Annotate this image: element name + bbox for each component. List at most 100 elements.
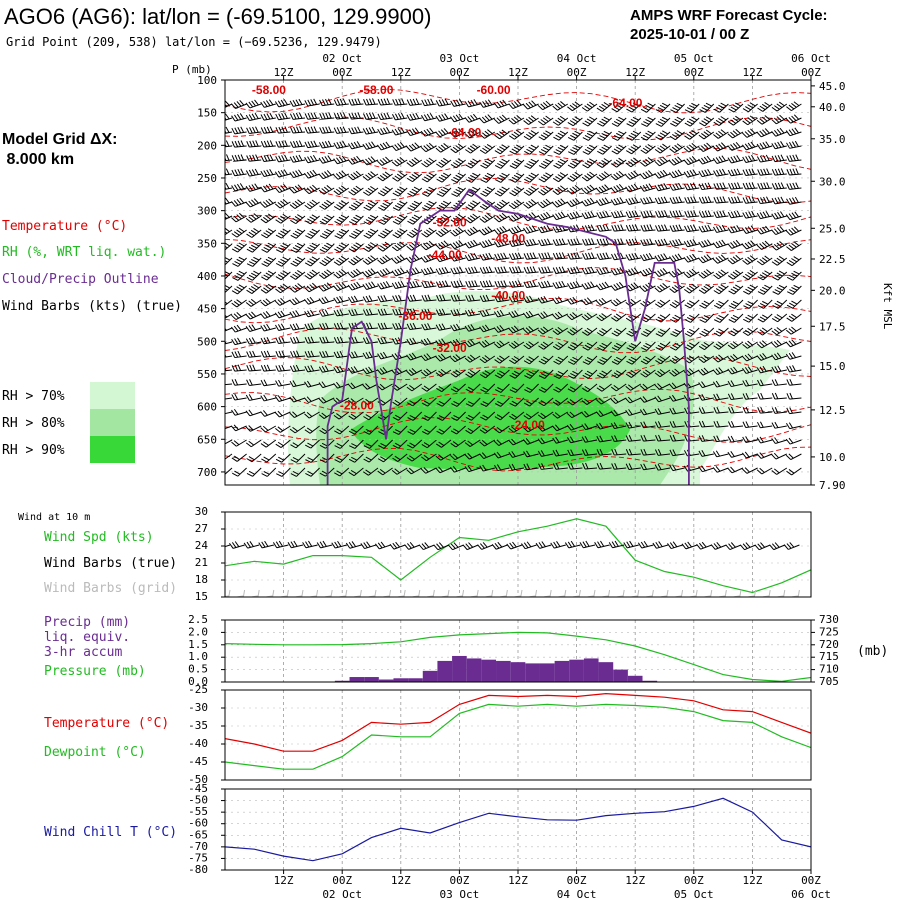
precip-bar xyxy=(364,677,379,682)
wind-barb xyxy=(260,140,276,148)
wind-barb xyxy=(274,297,291,306)
wind-barb xyxy=(289,364,306,373)
wind-barb xyxy=(422,411,437,421)
wind-barb xyxy=(508,199,525,210)
wind-barb xyxy=(640,252,656,262)
cross-section-panel: -58.00 -58.00 -60.00 -64.00 -64.00 -52.00 -48.… xyxy=(172,52,894,492)
wind-barb xyxy=(611,369,627,379)
wind-barb xyxy=(625,144,642,155)
wind-barb xyxy=(436,172,452,183)
wind-barb xyxy=(290,256,306,267)
wind-barb xyxy=(479,99,495,108)
wind-barb xyxy=(318,269,335,280)
wind-barb xyxy=(566,436,583,444)
wind-barb xyxy=(436,294,452,302)
wind-barb xyxy=(597,144,612,155)
wind-barb xyxy=(333,112,349,120)
wind-barb xyxy=(771,240,788,251)
wind-barb xyxy=(537,326,554,335)
wind-barb xyxy=(537,225,554,234)
wind-barb xyxy=(348,322,364,330)
wind-barb xyxy=(290,336,306,344)
wind-barb xyxy=(333,350,349,359)
wind-barb xyxy=(275,228,291,239)
wind-barb xyxy=(523,463,539,471)
wind-barb xyxy=(509,186,525,197)
temperature-contour-label: -36.00 xyxy=(398,309,432,323)
wind-barb xyxy=(582,144,598,155)
wind-barb xyxy=(523,411,539,420)
wind-barb xyxy=(582,383,598,393)
wind-barb xyxy=(420,353,437,362)
wind-barb xyxy=(698,155,714,165)
wind-barb xyxy=(289,297,306,306)
temperature-label: Temperature (°C) xyxy=(44,716,169,731)
wind-barb xyxy=(305,453,320,463)
wind-barb xyxy=(670,116,685,127)
wind-barb xyxy=(362,141,379,150)
y-tick-label: -70 xyxy=(188,840,208,853)
wind-barb xyxy=(275,126,291,134)
wind-barb xyxy=(567,171,583,182)
wind-barb-true xyxy=(360,541,377,550)
wind-barb xyxy=(654,299,671,308)
wind-barb xyxy=(538,341,554,350)
wind-barb xyxy=(347,281,364,291)
wind-barb xyxy=(537,411,554,420)
wind-barb xyxy=(261,453,277,463)
wind-barb xyxy=(480,172,496,183)
wind-barb xyxy=(508,225,525,235)
wind-barb xyxy=(274,198,291,209)
wind-barb xyxy=(275,112,291,121)
wind-barb xyxy=(275,270,291,281)
wind-barb xyxy=(669,355,685,364)
wind-barb xyxy=(596,369,612,379)
wind-barb xyxy=(698,435,714,442)
wind-barb xyxy=(464,324,481,332)
wind-barb xyxy=(260,198,277,208)
wind-barb xyxy=(610,197,627,206)
wind-barb xyxy=(363,228,379,239)
wind-barb xyxy=(290,467,306,477)
height-tick-label: 45.0 xyxy=(819,80,846,93)
wind-barb xyxy=(260,126,276,134)
wind-barb xyxy=(275,256,291,267)
wind-barb xyxy=(785,437,802,445)
wind-barb-true xyxy=(477,542,493,550)
wind-barb xyxy=(713,327,729,337)
wind-barb xyxy=(494,425,510,434)
wind-barb xyxy=(304,350,320,358)
wind-barb xyxy=(771,365,787,373)
wind-barb-true xyxy=(579,540,596,549)
wind-barb xyxy=(669,407,685,415)
wind-barb xyxy=(626,116,642,127)
wind-barb xyxy=(290,350,306,358)
wind-barb xyxy=(771,255,788,266)
wind-barb xyxy=(494,144,510,155)
wind-barb xyxy=(640,196,656,205)
wind-barb-true xyxy=(331,540,347,549)
wind-barb xyxy=(450,453,466,461)
wind-barb xyxy=(334,214,350,225)
wind-barb xyxy=(684,129,700,140)
wind-barb xyxy=(771,352,787,361)
wind-barb xyxy=(785,352,802,360)
wind-barb xyxy=(420,127,437,137)
wind-barb xyxy=(625,383,642,391)
wind-barb xyxy=(334,439,350,449)
wind-barb xyxy=(596,422,612,430)
y2-tick-label: 705 xyxy=(819,675,839,688)
height-tick-label: 15.0 xyxy=(819,360,846,373)
wind-barb xyxy=(392,308,408,316)
wind-barb xyxy=(596,252,612,260)
wind-barb xyxy=(319,228,335,239)
time-tick-label: 00Z xyxy=(801,66,821,79)
wind-barb xyxy=(363,186,379,196)
wind-barb xyxy=(611,313,627,322)
wind-barb xyxy=(684,327,700,337)
wind-barb-true xyxy=(608,540,625,549)
wind-barb xyxy=(699,116,715,127)
wind-barb-true xyxy=(506,541,523,550)
legend-rh90-label: RH > 90% xyxy=(2,443,65,458)
wind-barb xyxy=(581,266,598,275)
